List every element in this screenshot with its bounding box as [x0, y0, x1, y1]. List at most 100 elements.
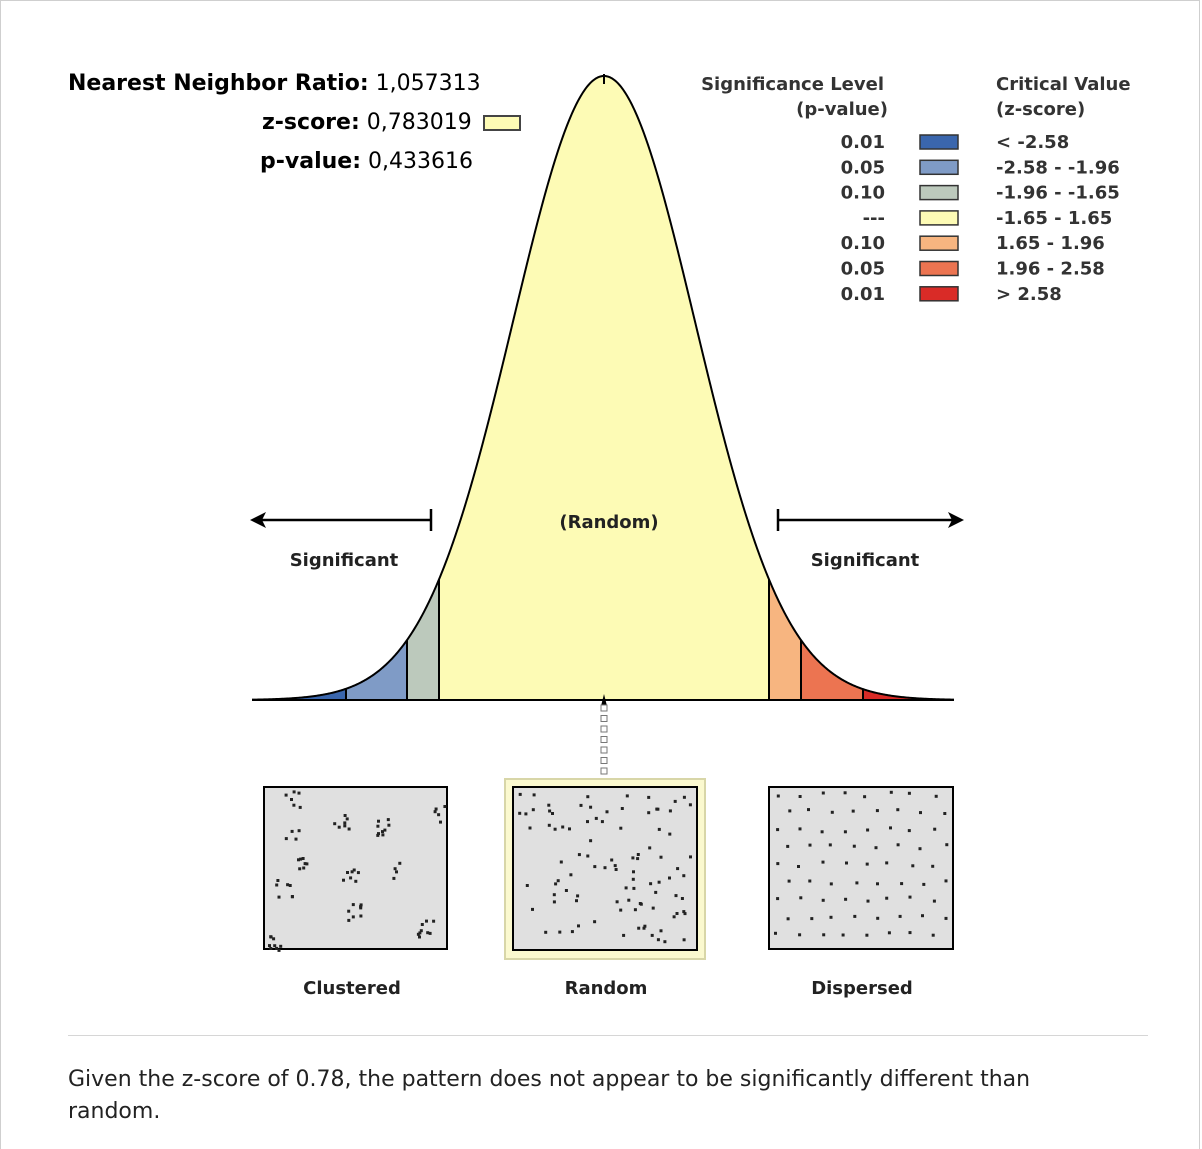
- clustered-point: [272, 937, 276, 941]
- random-point: [650, 933, 654, 937]
- random-point: [648, 846, 652, 850]
- clustered-point: [343, 821, 347, 825]
- sig-header-2: (p-value): [796, 99, 888, 120]
- clustered-point: [279, 944, 283, 948]
- dispersed-point: [797, 865, 800, 868]
- clustered-point: [298, 805, 302, 809]
- dispersed-point: [943, 812, 947, 815]
- curve-bands: [252, 76, 954, 700]
- random-point: [568, 827, 571, 831]
- dispersed-point: [932, 899, 936, 903]
- dispersed-point: [889, 826, 892, 830]
- random-point: [532, 793, 536, 797]
- clustered-point: [376, 833, 380, 837]
- clustered-point: [333, 822, 337, 826]
- random-point: [673, 799, 677, 803]
- dispersed-point: [875, 809, 879, 813]
- random-points: [518, 792, 692, 944]
- random-panel: Random: [504, 778, 706, 999]
- random-point: [651, 906, 655, 910]
- clustered-point: [359, 903, 363, 907]
- random-point: [559, 860, 563, 864]
- dispersed-point: [866, 899, 870, 903]
- significant-right-label: Significant: [811, 550, 920, 571]
- clustered-point: [273, 944, 277, 948]
- random-point: [682, 938, 686, 942]
- clustered-point: [299, 857, 303, 861]
- dispersed-points: [774, 790, 949, 937]
- clustered-point: [277, 895, 281, 899]
- random-point: [688, 803, 692, 807]
- separator: [68, 1035, 1148, 1036]
- dispersed-point: [776, 897, 780, 901]
- clustered-point: [419, 929, 423, 933]
- dispersed-point: [921, 914, 924, 918]
- clustered-point: [297, 829, 301, 833]
- clustered-point: [277, 948, 281, 952]
- pointer-triangle: [601, 694, 607, 706]
- random-point: [668, 809, 672, 813]
- random-point: [676, 867, 680, 871]
- random-point: [649, 882, 653, 886]
- clustered-point: [439, 820, 442, 824]
- dispersed-point: [907, 791, 911, 795]
- clustered-point: [297, 791, 301, 795]
- band-lt-2-58: [252, 688, 346, 700]
- random-point: [564, 889, 568, 892]
- random-point: [593, 865, 597, 869]
- clustered-point: [437, 813, 441, 817]
- legend-p-value: 0.05: [841, 157, 885, 178]
- dispersed-point: [821, 791, 825, 795]
- legend: Significance Level (p-value) Critical Va…: [701, 74, 1131, 305]
- random-point: [682, 910, 686, 914]
- clustered-point: [297, 858, 300, 862]
- dispersed-point: [828, 843, 832, 847]
- clustered-point: [269, 935, 273, 939]
- dispersed-point: [898, 914, 902, 918]
- clustered-panel: Clustered: [263, 786, 448, 999]
- random-point: [577, 924, 580, 928]
- clustered-point: [305, 862, 309, 866]
- dispersed-point: [851, 809, 855, 813]
- legend-p-value: ---: [863, 208, 885, 229]
- dispersed-point: [865, 862, 869, 866]
- random-point: [528, 826, 532, 830]
- clustered-point: [290, 829, 294, 833]
- random-point: [675, 912, 679, 915]
- clustered-point: [351, 903, 355, 907]
- dispersed-point: [829, 882, 833, 886]
- clustered-point: [275, 883, 279, 887]
- dispersed-point: [918, 847, 922, 851]
- clustered-point: [276, 879, 280, 882]
- random-point: [632, 870, 635, 874]
- legend-z-range: 1.65 - 1.96: [996, 233, 1105, 254]
- pointer-segment: [600, 746, 608, 754]
- clustered-point: [349, 876, 353, 880]
- random-point: [551, 812, 554, 815]
- dispersed-point: [808, 843, 812, 847]
- pointer-segment: [600, 725, 608, 733]
- random-point: [554, 882, 558, 886]
- clustered-point: [425, 919, 428, 923]
- clustered-point: [387, 823, 391, 827]
- random-point: [638, 902, 642, 905]
- clustered-point: [268, 944, 271, 948]
- band-1-96-2-58: [801, 640, 863, 700]
- random-point: [642, 926, 646, 930]
- dispersed-point: [798, 933, 802, 937]
- random-point: [553, 827, 557, 831]
- random-point: [637, 926, 641, 930]
- clustered-point: [343, 824, 347, 828]
- nnr-label: Nearest Neighbor Ratio:: [68, 71, 369, 96]
- random-point: [619, 826, 623, 830]
- random-point: [547, 803, 551, 807]
- dispersed-point: [896, 808, 900, 812]
- dispersed-point: [844, 897, 848, 901]
- clustered-point: [350, 870, 354, 874]
- random-point: [575, 899, 578, 903]
- band-1-65-1-96: [769, 579, 801, 700]
- random-point: [570, 930, 574, 934]
- dispersed-point: [821, 898, 825, 902]
- random-point: [668, 832, 672, 836]
- nnr-value: 1,057313: [375, 71, 481, 96]
